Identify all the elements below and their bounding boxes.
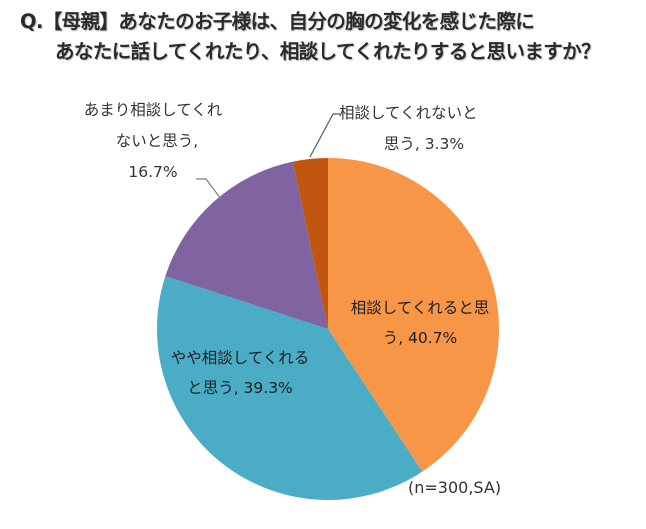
title-line-2: あなたに話してくれたり、相談してくれたりすると思いますか？ (55, 40, 601, 63)
label-slice-1-line-2: う, 40.7% (382, 329, 458, 347)
label-slice-1: 相談してくれると思 う, 40.7% (345, 293, 495, 353)
label-slice-3: あまり相談してくれ ないと思う, 16.7% (78, 95, 228, 188)
label-slice-3-line-2: ないと思う, (115, 132, 199, 150)
pie-slice-3 (165, 161, 328, 329)
pie-slice-1 (328, 158, 499, 472)
leader-line-s4 (309, 113, 340, 158)
label-slice-2-line-1: やや相談してくれる (170, 349, 310, 367)
label-slice-4-line-2: 思う, 3.3% (383, 135, 465, 153)
label-slice-4: 相談してくれないと 思う, 3.3% (339, 98, 489, 160)
pie-slice-2 (157, 276, 423, 500)
pie-slice-4 (292, 158, 328, 329)
title-line-1: Q.【母親】あなたのお子様は、自分の胸の変化を感じた際に (20, 10, 535, 33)
label-slice-1-line-1: 相談してくれると思 (350, 299, 490, 317)
label-slice-2-line-2: と思う, 39.3% (187, 379, 293, 397)
label-slice-3-line-3: 16.7% (128, 163, 178, 181)
label-slice-4-line-1: 相談してくれないと (339, 104, 478, 122)
label-slice-3-line-1: あまり相談してくれ (83, 101, 223, 119)
leader-line-s3 (196, 178, 222, 200)
sample-size-note: (n=300,SA) (408, 478, 502, 497)
label-slice-2: やや相談してくれる と思う, 39.3% (165, 343, 315, 403)
